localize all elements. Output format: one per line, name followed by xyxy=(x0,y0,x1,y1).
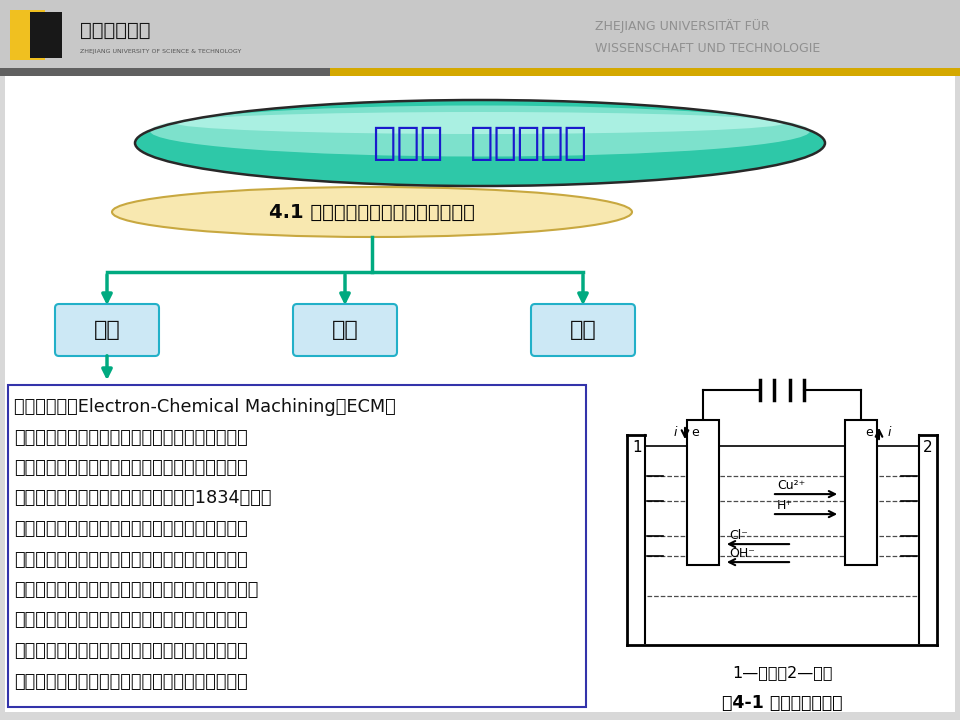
Text: 特点: 特点 xyxy=(569,320,596,340)
Text: e: e xyxy=(691,426,699,439)
Text: 图4-1 电化学加工原理: 图4-1 电化学加工原理 xyxy=(722,694,842,712)
FancyBboxPatch shape xyxy=(30,12,62,58)
Text: i: i xyxy=(887,426,891,439)
Text: ZHEJIANG UNIVERSITÄT FÜR: ZHEJIANG UNIVERSITÄT FÜR xyxy=(595,19,770,33)
FancyBboxPatch shape xyxy=(0,68,330,76)
Text: 广泛应用。伴随着高新技术的发展，复合电解加工、: 广泛应用。伴随着高新技术的发展，复合电解加工、 xyxy=(14,581,258,599)
FancyBboxPatch shape xyxy=(55,304,159,356)
Text: 2: 2 xyxy=(923,440,932,455)
Text: Cl⁻: Cl⁻ xyxy=(729,529,748,542)
FancyBboxPatch shape xyxy=(8,385,586,707)
Text: 学反应，而去除材料（阳极溢解）或在工件材料上: 学反应，而去除材料（阳极溢解）或在工件材料上 xyxy=(14,459,248,477)
FancyBboxPatch shape xyxy=(687,420,719,565)
FancyBboxPatch shape xyxy=(845,420,877,565)
Text: 是在电的作用下，在阴阳二极产生得失电子的电化: 是在电的作用下，在阴阳二极产生得失电子的电化 xyxy=(14,428,248,446)
FancyBboxPatch shape xyxy=(0,0,960,76)
FancyBboxPatch shape xyxy=(5,76,955,712)
Text: Cu²⁺: Cu²⁺ xyxy=(777,479,805,492)
Text: 细微电化学加工、精密电铸、激光电化学加工等也: 细微电化学加工、精密电铸、激光电化学加工等也 xyxy=(14,611,248,629)
Text: 迅速发展起来，目前，电化学加工已在国防工业、: 迅速发展起来，目前，电化学加工已在国防工业、 xyxy=(14,642,248,660)
FancyBboxPatch shape xyxy=(531,304,635,356)
Text: 1: 1 xyxy=(632,440,641,455)
Ellipse shape xyxy=(135,100,825,186)
Text: 分类: 分类 xyxy=(331,320,358,340)
FancyBboxPatch shape xyxy=(10,10,45,60)
Text: 1—阳极；2—阴极: 1—阳极；2—阴极 xyxy=(732,665,832,680)
Text: H⁺: H⁺ xyxy=(777,499,793,512)
Text: 电化学加工（Electron-Chemical Machining，ECM）: 电化学加工（Electron-Chemical Machining，ECM） xyxy=(14,398,396,416)
Text: 4.1 电化学加工的原理、特点和分类: 4.1 电化学加工的原理、特点和分类 xyxy=(269,202,475,222)
Text: e: e xyxy=(865,426,873,439)
Text: OH⁻: OH⁻ xyxy=(729,547,755,560)
FancyBboxPatch shape xyxy=(330,68,960,76)
Text: WISSENSCHAFT UND TECHNOLOGIE: WISSENSCHAFT UND TECHNOLOGIE xyxy=(595,42,820,55)
Text: 原理: 原理 xyxy=(94,320,120,340)
Text: i: i xyxy=(673,426,677,439)
Text: 汽车工业、机械工业等发挥着越来越重要的作用。: 汽车工业、机械工业等发挥着越来越重要的作用。 xyxy=(14,672,248,690)
Ellipse shape xyxy=(175,112,785,134)
Text: 铸、电解加工等电化学加工方法，并在工业上得到: 铸、电解加工等电化学加工方法，并在工业上得到 xyxy=(14,551,248,569)
Text: 浙江科技学院: 浙江科技学院 xyxy=(80,20,151,40)
Text: 第发现了电化学作用原理后，又先后发现电镇、电: 第发现了电化学作用原理后，又先后发现电镇、电 xyxy=(14,520,248,538)
Ellipse shape xyxy=(112,187,632,237)
Text: 第四章  电化学加工: 第四章 电化学加工 xyxy=(373,124,587,162)
FancyBboxPatch shape xyxy=(293,304,397,356)
Text: ZHEJIANG UNIVERSITY OF SCIENCE & TECHNOLOGY: ZHEJIANG UNIVERSITY OF SCIENCE & TECHNOL… xyxy=(80,50,241,55)
Text: 镀覆材料（阴极沉积）的加工方法。在1834年法拉: 镀覆材料（阴极沉积）的加工方法。在1834年法拉 xyxy=(14,490,272,508)
Ellipse shape xyxy=(150,106,810,156)
